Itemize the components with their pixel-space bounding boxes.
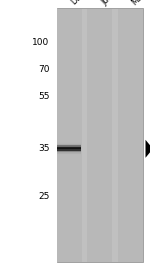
Bar [57,156,81,157]
Bar [57,152,81,153]
Text: Jurkat: Jurkat [100,0,123,7]
Bar [57,153,81,154]
Bar [57,142,81,143]
Text: Ms.thymus: Ms.thymus [130,0,150,7]
Bar [57,151,81,152]
Bar [57,140,81,141]
Bar [57,9,81,262]
Bar [57,148,81,149]
Bar [57,141,81,142]
Bar [57,150,81,151]
Bar [57,156,81,157]
Bar [57,146,81,147]
Bar [57,154,81,155]
Text: Daudi: Daudi [69,0,92,7]
Bar [57,143,81,144]
Bar [57,147,81,148]
Bar [57,157,81,158]
Bar [57,153,81,154]
Text: 35: 35 [38,144,50,153]
Bar [118,9,142,262]
Bar [57,155,81,156]
Text: 55: 55 [38,93,50,101]
Bar [57,139,81,140]
Bar [57,150,81,151]
Bar [57,149,81,150]
Bar [57,144,81,145]
Bar [57,8,142,262]
Bar [87,9,112,262]
Bar [57,145,81,146]
Text: 25: 25 [38,192,50,201]
Polygon shape [146,140,150,158]
Text: 100: 100 [32,38,50,47]
Text: 70: 70 [38,65,50,74]
Bar [57,155,81,156]
